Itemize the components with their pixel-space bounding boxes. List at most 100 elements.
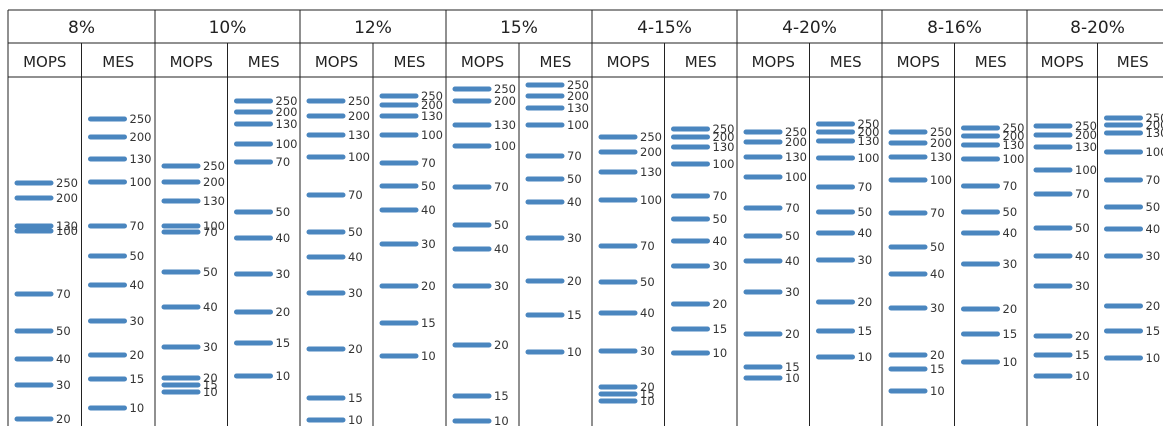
band-label: 100 <box>640 193 662 207</box>
band-label: 130 <box>421 109 443 123</box>
band-label: 50 <box>640 275 655 289</box>
band-label: 15 <box>203 378 218 392</box>
band-label: 30 <box>930 301 945 315</box>
band-label: 130 <box>494 118 516 132</box>
band-label: 250 <box>421 89 443 103</box>
band-label: 10 <box>785 371 800 385</box>
band-label: 250 <box>1075 119 1097 133</box>
band-label: 200 <box>858 125 880 139</box>
lane-header: MOPS <box>315 53 358 71</box>
band-label: 130 <box>785 150 807 164</box>
band-label: 50 <box>858 205 873 219</box>
band-label: 100 <box>858 151 880 165</box>
band-label: 15 <box>1075 348 1090 362</box>
band-label: 10 <box>203 385 218 399</box>
band-label: 130 <box>1075 140 1097 154</box>
band-label: 250 <box>567 78 589 92</box>
band-label: 50 <box>56 324 71 338</box>
band-label: 250 <box>1146 111 1163 125</box>
band-label: 15 <box>276 336 291 350</box>
band-label: 30 <box>348 286 363 300</box>
band-label: 10 <box>930 384 945 398</box>
band-label: 30 <box>203 340 218 354</box>
band-label: 15 <box>785 360 800 374</box>
band-label: 100 <box>1003 152 1025 166</box>
band-label: 10 <box>567 345 582 359</box>
band-label: 70 <box>130 219 145 233</box>
band-label: 30 <box>276 267 291 281</box>
band-label: 100 <box>348 150 370 164</box>
band-label: 40 <box>930 267 945 281</box>
band-label: 40 <box>1075 249 1090 263</box>
gel-header: 8-20% <box>1070 18 1125 38</box>
band-label: 40 <box>276 231 291 245</box>
lane-header: MES <box>685 53 717 71</box>
lane-header: MOPS <box>1041 53 1084 71</box>
lane-header: MES <box>830 53 862 71</box>
band-label: 100 <box>203 219 225 233</box>
band-label: 100 <box>1075 163 1097 177</box>
band-label: 20 <box>858 295 873 309</box>
band-label: 15 <box>930 362 945 376</box>
band-label: 15 <box>567 308 582 322</box>
band-label: 100 <box>567 118 589 132</box>
band-label: 40 <box>1003 226 1018 240</box>
band-label: 15 <box>421 316 436 330</box>
band-label: 70 <box>567 149 582 163</box>
band-label: 15 <box>1003 327 1018 341</box>
gel-header: 10% <box>209 18 247 38</box>
band-label: 30 <box>1003 257 1018 271</box>
lane-header: MOPS <box>461 53 504 71</box>
band-label: 20 <box>276 305 291 319</box>
band-label: 50 <box>930 240 945 254</box>
band-label: 10 <box>1146 351 1161 365</box>
band-label: 20 <box>640 380 655 394</box>
lane-header: MOPS <box>897 53 940 71</box>
band-label: 130 <box>203 194 225 208</box>
band-label: 250 <box>56 176 78 190</box>
band-label: 100 <box>421 128 443 142</box>
band-label: 70 <box>785 201 800 215</box>
band-label: 100 <box>713 157 735 171</box>
band-label: 130 <box>858 134 880 148</box>
band-label: 20 <box>713 297 728 311</box>
gel-header: 4-20% <box>782 18 837 38</box>
band-label: 70 <box>1146 173 1161 187</box>
lane-header: MES <box>975 53 1007 71</box>
lane-header: MES <box>540 53 572 71</box>
band-label: 20 <box>1075 329 1090 343</box>
band-label: 15 <box>640 387 655 401</box>
band-label: 130 <box>348 128 370 142</box>
band-label: 50 <box>785 229 800 243</box>
band-label: 30 <box>1075 279 1090 293</box>
band-label: 20 <box>785 327 800 341</box>
gel-header: 12% <box>354 18 392 38</box>
band-label: 70 <box>640 239 655 253</box>
band-label: 30 <box>858 253 873 267</box>
band-label: 70 <box>56 287 71 301</box>
band-label: 50 <box>1146 200 1161 214</box>
band-label: 200 <box>1003 129 1025 143</box>
band-label: 20 <box>348 342 363 356</box>
band-label: 70 <box>1003 179 1018 193</box>
band-label: 250 <box>640 130 662 144</box>
band-label: 15 <box>494 389 509 403</box>
lane-header: MES <box>394 53 426 71</box>
band-label: 100 <box>276 137 298 151</box>
band-label: 40 <box>567 195 582 209</box>
band-label: 70 <box>930 206 945 220</box>
band-label: 15 <box>130 372 145 386</box>
band-label: 100 <box>494 139 516 153</box>
band-label: 50 <box>713 212 728 226</box>
band-label: 100 <box>785 170 807 184</box>
band-label: 10 <box>640 394 655 408</box>
lane-header: MES <box>248 53 280 71</box>
band-label: 70 <box>1075 187 1090 201</box>
band-label: 100 <box>930 173 952 187</box>
band-label: 40 <box>56 352 71 366</box>
band-label: 130 <box>130 152 152 166</box>
band-label: 40 <box>130 278 145 292</box>
band-label: 70 <box>348 188 363 202</box>
band-label: 50 <box>421 179 436 193</box>
band-label: 20 <box>1146 299 1161 313</box>
